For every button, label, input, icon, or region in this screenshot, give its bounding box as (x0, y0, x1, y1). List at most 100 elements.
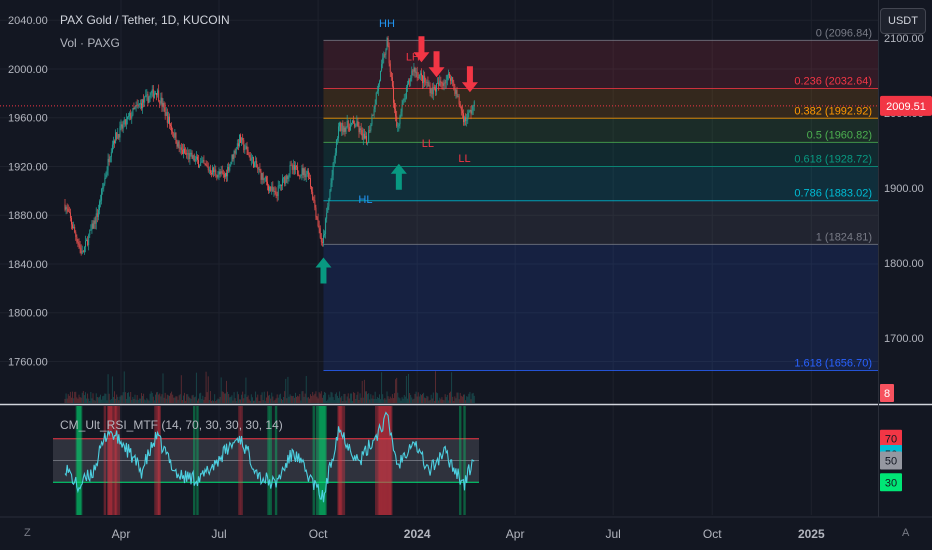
candle-body (291, 165, 293, 170)
candle-body (316, 217, 318, 220)
volume-bar (144, 399, 146, 403)
candle-body (170, 124, 171, 126)
volume-bar (95, 393, 97, 403)
candle-body (129, 113, 131, 117)
volume-indicator-label[interactable]: Vol · PAXG (60, 36, 120, 50)
candle-body (156, 92, 157, 96)
volume-bar (279, 393, 281, 403)
volume-bar (88, 398, 90, 403)
volume-bar (242, 391, 244, 403)
volume-bar (423, 392, 425, 403)
candle-body (328, 198, 330, 207)
candle-body (132, 107, 134, 116)
candle-body (151, 89, 153, 94)
symbol-title[interactable]: PAX Gold / Tether, 1D, KUCOIN (60, 13, 230, 27)
candle-body (429, 85, 431, 94)
rsi-extreme-bar (113, 406, 116, 515)
volume-bar (125, 398, 127, 403)
volume-bar (290, 395, 292, 403)
volume-bar (131, 399, 133, 403)
candle-body (403, 98, 405, 101)
volume-bar (118, 400, 120, 403)
volume-bar (422, 393, 423, 403)
volume-bar (363, 379, 365, 403)
candle-body (326, 212, 328, 219)
volume-bar (92, 393, 94, 403)
candle-body (405, 87, 407, 99)
candle-body (130, 113, 132, 119)
volume-bar (255, 391, 257, 403)
time-axis-tick-label: Jul (211, 527, 226, 541)
volume-bar (440, 399, 442, 403)
candle-body (292, 165, 294, 170)
candle-body (177, 141, 179, 147)
candle-body (64, 204, 66, 210)
rsi-extreme-bar (387, 406, 391, 515)
volume-bar (143, 393, 145, 403)
timezone-toggle[interactable]: Z (24, 527, 31, 539)
volume-bar (192, 394, 194, 403)
candle-body (464, 117, 465, 123)
candle-body (452, 77, 454, 83)
volume-bar (85, 392, 86, 403)
candle-body (345, 127, 347, 132)
volume-bar (356, 394, 358, 403)
volume-bar (205, 371, 207, 403)
candle-body (97, 210, 99, 217)
pivot-label: LL (458, 153, 470, 165)
volume-bar (287, 376, 289, 403)
candle-body (153, 93, 155, 98)
candle-body (214, 169, 216, 173)
candle-body (463, 113, 464, 123)
volume-bar (195, 372, 197, 403)
volume-bar (162, 373, 164, 403)
candle-body (431, 89, 433, 95)
volume-bar (158, 394, 160, 403)
candle-body (426, 82, 428, 84)
candle-body (354, 123, 356, 127)
candle-body (390, 72, 392, 78)
volume-bar (362, 397, 364, 403)
volume-bar (340, 397, 342, 403)
auto-scale-button[interactable]: A (902, 527, 910, 539)
left-axis-tick-label: 1880.00 (8, 210, 48, 222)
volume-bar (447, 400, 449, 403)
candle-body (83, 246, 85, 253)
candle-body (335, 139, 337, 153)
volume-bar (122, 392, 124, 403)
volume-bar (328, 394, 330, 403)
volume-bar (123, 371, 125, 403)
candle-body (248, 154, 250, 156)
volume-bar (161, 394, 163, 403)
candle-body (188, 153, 190, 160)
rsi-indicator-label[interactable]: CM_Ult_RSI_MTF (14, 70, 30, 30, 30, 14) (60, 418, 283, 432)
volume-bar (366, 391, 367, 403)
fib-level-label: 0.382 (1992.92) (794, 105, 872, 117)
volume-bar (405, 375, 407, 403)
left-axis-tick-label: 1840.00 (8, 259, 48, 271)
candle-body (101, 189, 103, 201)
volume-bar (353, 392, 355, 403)
volume-bar (243, 398, 245, 403)
volume-bar (267, 391, 268, 403)
volume-bar (213, 400, 215, 403)
rsi-extreme-bar (381, 406, 384, 515)
candle-body (65, 207, 67, 210)
candle-body (470, 110, 472, 114)
volume-bar (73, 398, 75, 403)
candle-body (99, 201, 100, 211)
candle-body (307, 171, 309, 178)
volume-bar (446, 394, 448, 403)
candle-body (142, 99, 143, 109)
candle-body (361, 129, 363, 140)
volume-bar (197, 400, 198, 403)
currency-button[interactable]: USDT (880, 8, 926, 34)
candle-body (217, 174, 219, 178)
candle-body (366, 136, 367, 144)
candle-body (442, 83, 444, 86)
volume-bar (464, 394, 465, 403)
rsi-extreme-bar (158, 406, 161, 515)
fib-zone (323, 166, 878, 201)
candle-body (305, 173, 307, 178)
